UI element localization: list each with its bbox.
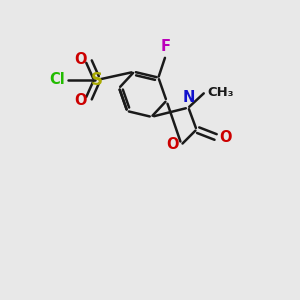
Text: N: N bbox=[182, 90, 195, 105]
Text: S: S bbox=[91, 71, 103, 89]
Text: O: O bbox=[74, 93, 87, 108]
Text: Cl: Cl bbox=[49, 72, 65, 87]
Text: O: O bbox=[220, 130, 232, 145]
Text: F: F bbox=[160, 40, 170, 55]
Text: O: O bbox=[167, 137, 179, 152]
Text: CH₃: CH₃ bbox=[207, 86, 233, 99]
Text: O: O bbox=[74, 52, 87, 67]
